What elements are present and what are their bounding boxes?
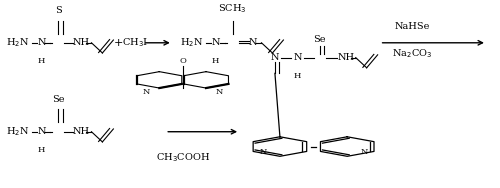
Text: Se: Se (52, 95, 64, 104)
Text: O: O (179, 57, 186, 64)
Text: CH$_3$COOH: CH$_3$COOH (156, 151, 210, 164)
Text: N: N (142, 88, 150, 96)
Text: N: N (293, 53, 302, 62)
Text: H: H (294, 72, 301, 80)
Text: N: N (212, 38, 220, 47)
Text: N: N (270, 53, 279, 62)
Text: N: N (216, 88, 222, 96)
Text: N: N (259, 148, 266, 156)
Text: $+$: $+$ (113, 37, 123, 48)
Text: H: H (37, 57, 44, 65)
Text: N: N (248, 38, 257, 47)
Text: N: N (360, 148, 368, 156)
Text: H$_2$N: H$_2$N (180, 36, 204, 49)
Text: NH: NH (73, 127, 90, 136)
Text: N: N (37, 127, 46, 136)
Text: Se: Se (314, 35, 326, 44)
Text: H$_2$N: H$_2$N (6, 36, 29, 49)
Text: NH: NH (338, 53, 354, 62)
Text: H: H (212, 57, 219, 65)
Text: NH: NH (73, 38, 90, 47)
Text: CH$_3$I: CH$_3$I (122, 36, 148, 49)
Text: NaHSe: NaHSe (394, 22, 430, 31)
Text: Na$_2$CO$_3$: Na$_2$CO$_3$ (392, 48, 432, 60)
Text: SCH$_3$: SCH$_3$ (218, 2, 247, 15)
Text: N: N (37, 38, 46, 47)
Text: H: H (37, 146, 44, 154)
Text: S: S (54, 6, 62, 15)
Text: H$_2$N: H$_2$N (6, 125, 29, 138)
